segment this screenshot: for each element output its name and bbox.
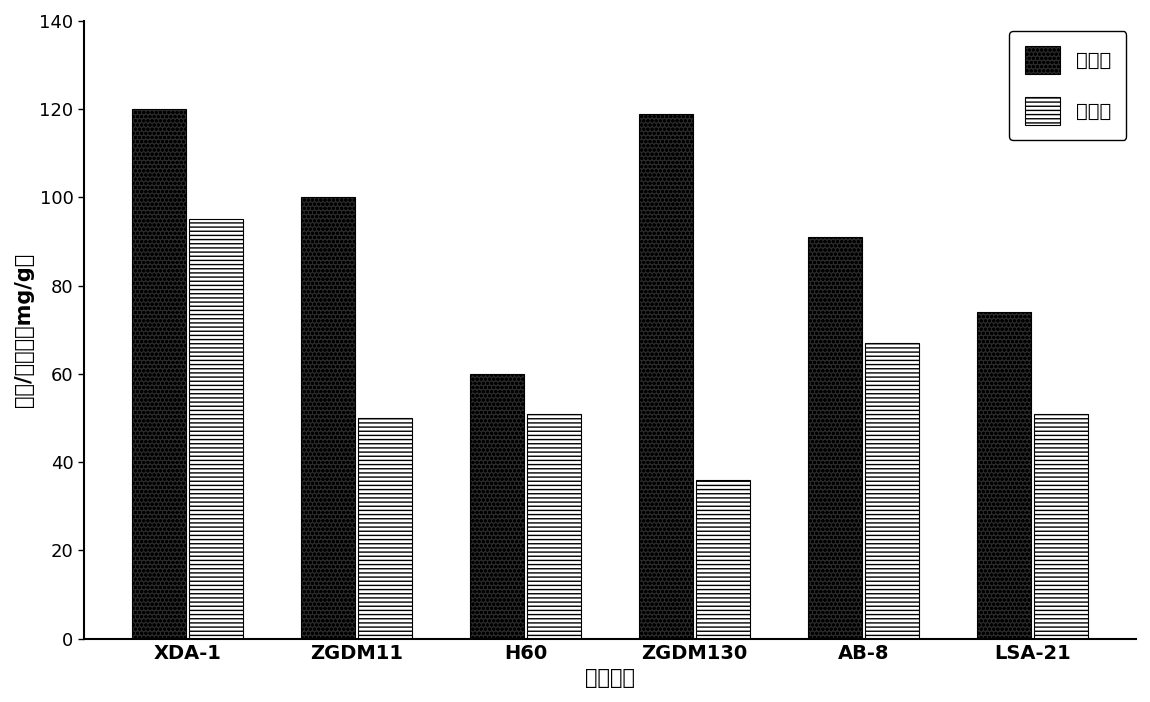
Bar (976, 312, 1030, 639)
Bar (470, 374, 524, 639)
Bar (359, 418, 413, 639)
Bar (190, 220, 244, 639)
Bar (638, 114, 692, 639)
Bar (807, 237, 861, 639)
Bar (132, 109, 186, 639)
Y-axis label: 吸附/解吸量（mg/g）: 吸附/解吸量（mg/g） (14, 253, 33, 407)
X-axis label: 树脂类型: 树脂类型 (585, 668, 635, 688)
Legend: 吸附量, 解吸量: 吸附量, 解吸量 (1010, 31, 1126, 140)
Bar (527, 413, 581, 639)
Bar (696, 480, 750, 639)
Bar (865, 343, 919, 639)
Bar (1034, 413, 1088, 639)
Bar (301, 197, 355, 639)
